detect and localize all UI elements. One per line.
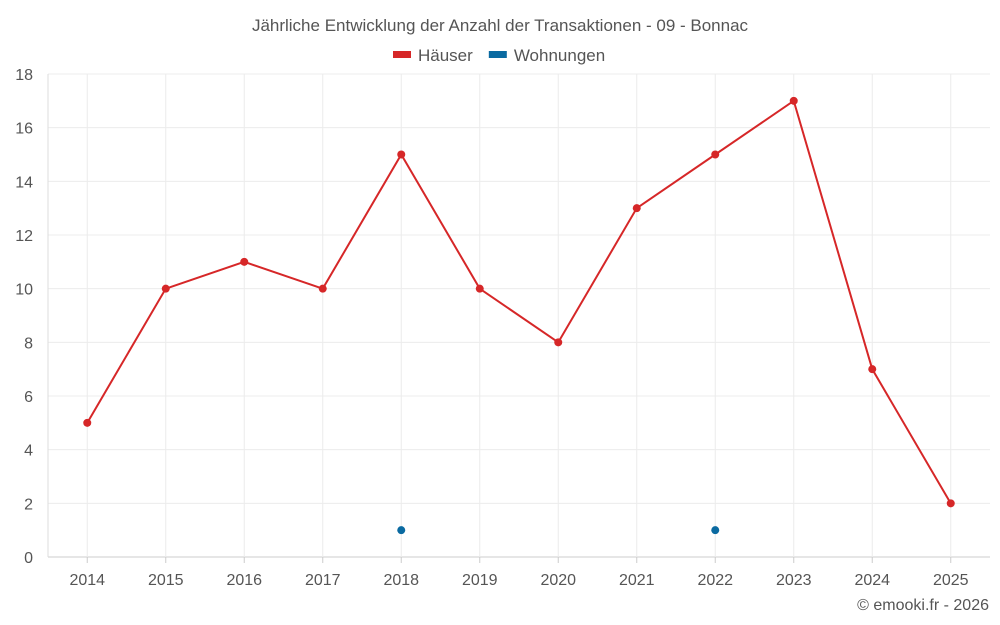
x-tick-label: 2022 xyxy=(697,572,733,589)
data-point xyxy=(711,150,720,159)
series xyxy=(83,96,955,535)
y-tick-label: 8 xyxy=(24,335,33,352)
data-point xyxy=(868,365,877,374)
x-tick-label: 2016 xyxy=(226,572,262,589)
data-point xyxy=(83,418,92,427)
y-tick-label: 12 xyxy=(15,228,33,245)
data-point xyxy=(789,96,798,105)
data-point xyxy=(161,284,170,293)
legend-swatch xyxy=(488,51,507,58)
legend-label: Wohnungen xyxy=(514,46,605,65)
x-tick-label: 2018 xyxy=(383,572,419,589)
x-tick-label: 2017 xyxy=(305,572,341,589)
x-tick-label: 2021 xyxy=(619,572,655,589)
x-tick-label: 2024 xyxy=(854,572,890,589)
data-point xyxy=(240,257,249,266)
grid xyxy=(47,73,990,563)
data-point xyxy=(632,204,641,213)
y-tick-label: 0 xyxy=(24,550,33,567)
y-tick-label: 16 xyxy=(15,121,33,138)
data-point xyxy=(318,284,327,293)
y-tick-label: 2 xyxy=(24,496,33,513)
series-wohnungen xyxy=(397,526,720,535)
data-point xyxy=(554,338,563,347)
copyright-credit: © emooki.fr - 2026 xyxy=(857,597,989,614)
data-point xyxy=(397,526,406,535)
y-tick-label: 6 xyxy=(24,389,33,406)
chart-title: Jährliche Entwicklung der Anzahl der Tra… xyxy=(252,16,749,35)
data-point xyxy=(397,150,406,159)
x-tick-label: 2014 xyxy=(69,572,105,589)
x-tick-label: 2020 xyxy=(540,572,576,589)
data-point xyxy=(711,526,720,535)
y-tick-label: 18 xyxy=(15,67,33,84)
x-tick-label: 2019 xyxy=(462,572,498,589)
data-point xyxy=(475,284,484,293)
x-tick-label: 2025 xyxy=(933,572,969,589)
y-tick-label: 14 xyxy=(15,174,33,191)
series-häuser xyxy=(83,96,955,508)
x-tick-label: 2023 xyxy=(776,572,812,589)
y-tick-label: 4 xyxy=(24,443,33,460)
series-line xyxy=(86,99,952,504)
legend-label: Häuser xyxy=(418,46,473,65)
x-tick-label: 2015 xyxy=(148,572,184,589)
data-point xyxy=(946,499,955,508)
axes: 0 2 4 6 8 10 12 14 16 18 2014 2015 2016 2017 2018 2019 2… xyxy=(15,67,968,589)
legend-swatch xyxy=(393,51,411,58)
y-tick-label: 10 xyxy=(15,282,33,299)
legend: Häuser Wohnungen xyxy=(393,46,605,65)
